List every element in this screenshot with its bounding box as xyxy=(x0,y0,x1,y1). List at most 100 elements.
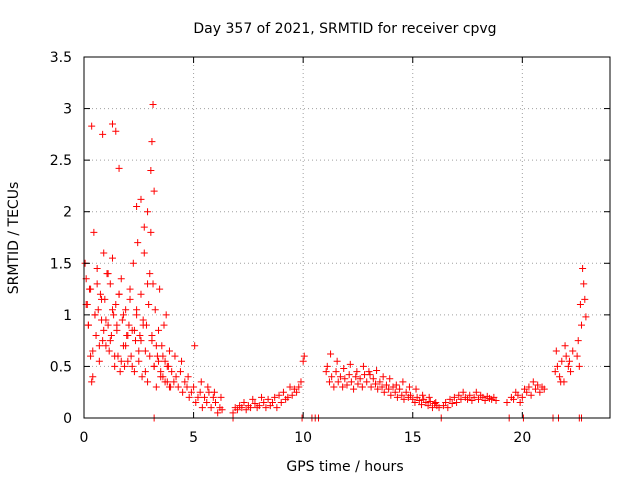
data-point xyxy=(184,373,192,381)
data-point xyxy=(455,391,463,399)
data-point xyxy=(242,406,250,414)
y-tick-label: 2.5 xyxy=(50,153,72,169)
data-point xyxy=(516,399,524,407)
data-point xyxy=(399,378,407,386)
data-point xyxy=(553,362,561,370)
data-point xyxy=(115,164,123,172)
x-tick-label: 0 xyxy=(80,430,89,446)
data-point xyxy=(102,316,110,324)
data-point xyxy=(178,357,186,365)
data-point xyxy=(382,381,390,389)
data-point xyxy=(210,388,218,396)
data-point xyxy=(147,166,155,174)
data-point xyxy=(117,357,125,365)
data-point xyxy=(299,357,307,365)
data-point xyxy=(426,397,434,405)
data-point xyxy=(209,393,217,401)
data-point xyxy=(353,368,361,376)
data-point xyxy=(557,378,565,386)
data-point xyxy=(340,364,348,372)
data-point xyxy=(580,280,588,288)
data-point xyxy=(424,402,432,410)
data-point xyxy=(453,399,461,407)
data-point xyxy=(475,395,482,403)
data-point xyxy=(168,368,176,376)
data-point xyxy=(106,337,114,345)
data-point xyxy=(260,399,268,407)
data-point xyxy=(341,375,349,383)
data-point xyxy=(128,362,136,370)
data-point xyxy=(117,275,125,283)
data-point xyxy=(133,306,141,314)
grid xyxy=(84,57,610,418)
data-point xyxy=(378,383,386,391)
data-point xyxy=(88,122,96,130)
data-point xyxy=(385,385,393,393)
data-point xyxy=(525,383,533,391)
x-tick-label: 10 xyxy=(294,430,312,446)
data-point xyxy=(93,264,101,272)
data-point xyxy=(218,406,226,414)
data-point xyxy=(379,373,387,381)
data-point xyxy=(481,396,489,404)
data-point xyxy=(130,326,138,334)
data-point xyxy=(565,357,573,365)
data-point xyxy=(255,402,263,410)
data-point xyxy=(181,378,189,386)
data-point xyxy=(196,388,204,396)
data-point xyxy=(262,404,270,412)
data-point xyxy=(354,380,362,388)
data-point xyxy=(112,127,120,135)
data-point xyxy=(144,280,152,288)
data-point xyxy=(185,393,193,401)
data-point xyxy=(110,311,118,319)
data-point xyxy=(562,352,570,360)
data-point xyxy=(558,357,566,365)
data-point xyxy=(94,306,102,314)
data-point xyxy=(89,347,97,355)
data-point xyxy=(104,270,112,278)
data-point xyxy=(191,342,199,350)
data-point xyxy=(104,321,112,329)
data-point xyxy=(124,331,132,339)
data-point xyxy=(392,381,400,389)
data-point xyxy=(190,383,198,391)
data-point xyxy=(258,393,266,401)
data-point xyxy=(450,393,458,401)
data-point xyxy=(279,388,287,396)
y-tick-label: 0.5 xyxy=(50,359,72,375)
y-tick-label: 1.5 xyxy=(50,256,72,272)
chart-title: Day 357 of 2021, SRMTID for receiver cpv… xyxy=(193,21,496,37)
data-point xyxy=(376,378,384,386)
data-point xyxy=(99,130,107,138)
data-point xyxy=(172,373,180,381)
data-point xyxy=(564,362,572,370)
data-point xyxy=(365,368,373,376)
data-point xyxy=(165,347,173,355)
data-point xyxy=(387,391,395,399)
data-point xyxy=(295,383,303,391)
data-point xyxy=(339,383,347,391)
data-point xyxy=(155,326,163,334)
data-point xyxy=(156,285,164,293)
data-point xyxy=(212,399,219,407)
data-point xyxy=(352,373,360,381)
data-point xyxy=(89,373,97,381)
data-point xyxy=(332,368,340,376)
data-point xyxy=(425,393,433,401)
data-point xyxy=(108,120,116,128)
data-point xyxy=(432,399,440,407)
data-point xyxy=(415,396,423,404)
data-point xyxy=(176,368,184,376)
data-point xyxy=(108,306,116,314)
plot-frame xyxy=(83,56,611,419)
data-point xyxy=(198,404,206,412)
data-point xyxy=(214,409,222,417)
data-point xyxy=(121,362,129,370)
data-point xyxy=(527,391,535,399)
data-point xyxy=(130,368,138,376)
data-point xyxy=(334,378,342,386)
data-point xyxy=(405,383,413,391)
data-point xyxy=(160,321,168,329)
data-point xyxy=(151,306,159,314)
